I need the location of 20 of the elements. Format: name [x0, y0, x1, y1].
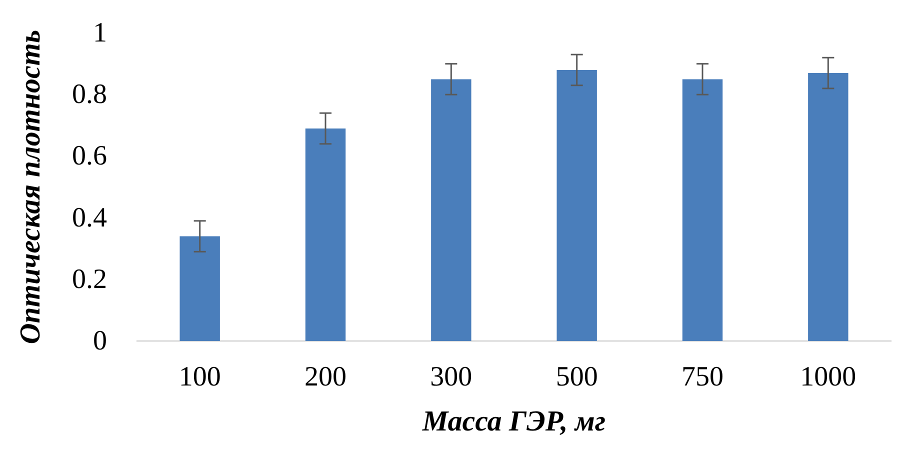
bar: [180, 236, 220, 341]
x-tick-label: 500: [556, 362, 598, 392]
x-tick-label: 750: [682, 362, 724, 392]
y-tick-label: 0.6: [72, 140, 107, 172]
x-axis-title: Масса ГЭР, мг: [421, 406, 606, 438]
bar: [556, 70, 597, 341]
y-tick-label: 0: [93, 326, 107, 356]
x-tick-label: 200: [304, 362, 346, 392]
bar: [808, 73, 848, 341]
y-tick-label: 0.8: [72, 79, 107, 110]
y-tick-label: 0.2: [72, 264, 107, 295]
bar: [431, 79, 472, 341]
x-tick-label: 1000: [800, 362, 856, 392]
bar: [682, 79, 723, 341]
y-tick-label: 0.4: [72, 202, 107, 234]
x-tick-label: 100: [178, 362, 221, 392]
y-tick-label: 1: [93, 18, 107, 48]
bar: [305, 128, 346, 341]
x-tick-label: 300: [430, 362, 472, 392]
y-axis-title: Оптическая плотность: [14, 30, 46, 344]
